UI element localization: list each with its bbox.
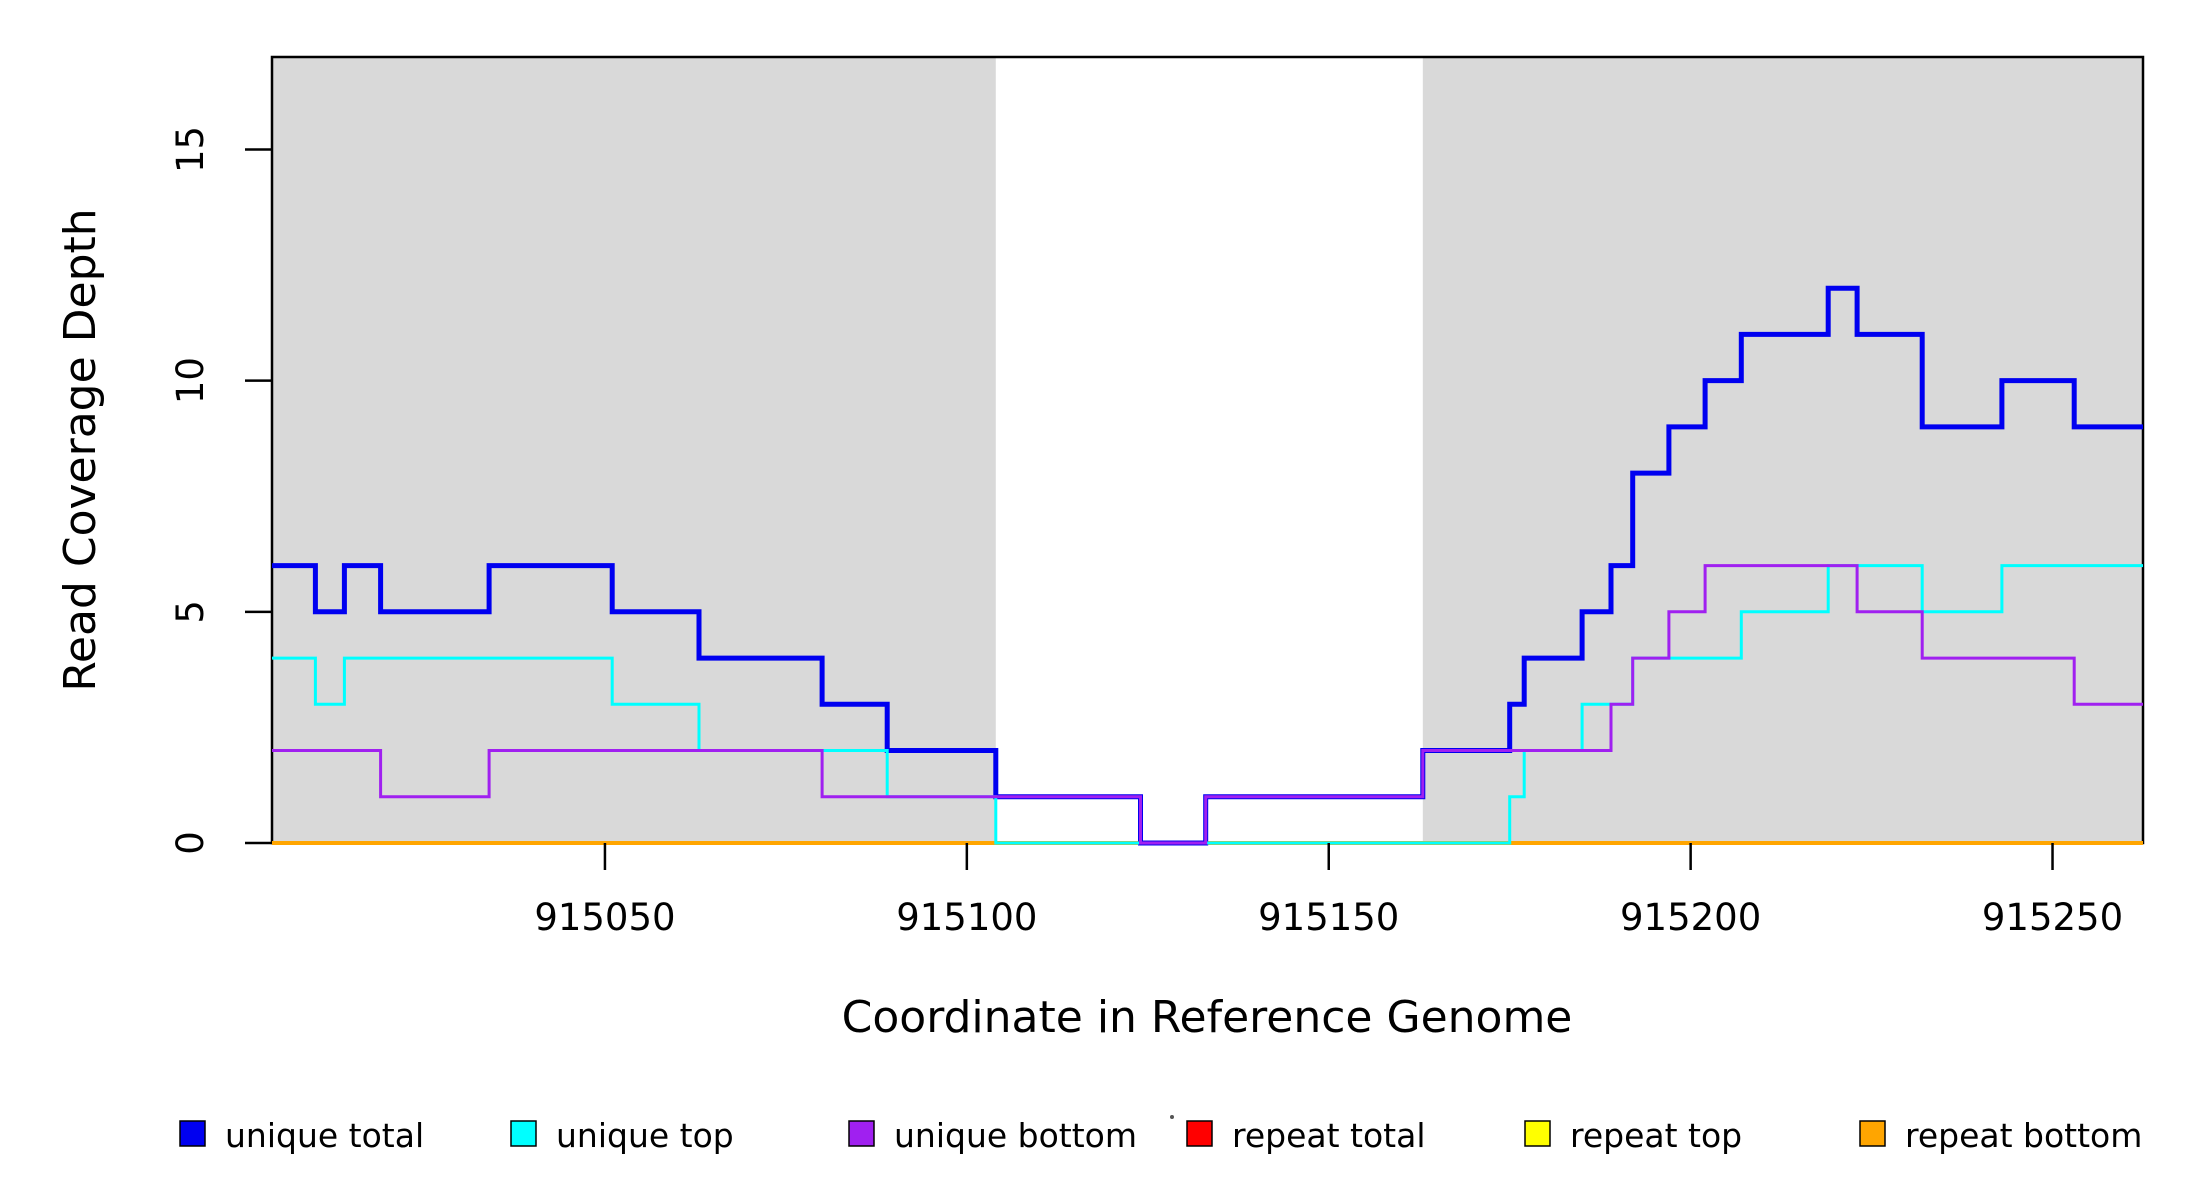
legend-item-unique-total: unique total	[179, 1116, 424, 1155]
legend-item-unique-top: unique top	[510, 1116, 734, 1155]
repeat-total-swatch-icon	[1186, 1120, 1213, 1147]
legend-item-label: repeat top	[1570, 1116, 1742, 1155]
legend-item-label: unique top	[556, 1116, 734, 1155]
legend-item-unique-bottom: unique bottom	[848, 1116, 1137, 1155]
x-tick-label: 915100	[896, 896, 1037, 939]
y-tick-label: 5	[169, 600, 212, 624]
legend-item-repeat-top: repeat top	[1524, 1116, 1742, 1155]
legend-item-label: unique bottom	[894, 1116, 1137, 1155]
legend-item-label: repeat bottom	[1905, 1116, 2142, 1155]
y-tick-label: 0	[169, 831, 212, 855]
unique-bottom-swatch-icon	[848, 1120, 875, 1147]
x-tick-label: 915050	[534, 896, 675, 939]
series-unique-bottom	[272, 564, 2143, 845]
x-tick-label: 915200	[1620, 896, 1761, 939]
legend: unique total unique top unique bottom repea…	[179, 1115, 2142, 1155]
x-axis-title: Coordinate in Reference Genome	[842, 992, 1573, 1043]
x-tick-label: 915150	[1258, 896, 1399, 939]
unique-top-swatch-icon	[510, 1120, 537, 1147]
legend-item-label: repeat total	[1232, 1116, 1426, 1155]
y-tick-label: 10	[169, 357, 212, 404]
legend-item-label: unique total	[225, 1116, 424, 1155]
x-tick-label: 915250	[1982, 896, 2123, 939]
legend-item-repeat-total: repeat total	[1186, 1116, 1426, 1155]
legend-item-repeat-bottom: repeat bottom	[1859, 1116, 2142, 1155]
y-tick-label: 15	[169, 126, 212, 173]
y-axis-title: Read Coverage Depth	[55, 208, 106, 691]
repeat-bottom-swatch-icon	[1859, 1120, 1886, 1147]
shaded-region	[272, 57, 996, 843]
series-unique-total	[272, 285, 2143, 846]
plot-area: 915050 915100 915150 915200 915250 0 5 10 15	[169, 55, 2145, 939]
shaded-region	[1422, 57, 2143, 843]
stray-dot	[1170, 1115, 1174, 1119]
unique-total-swatch-icon	[179, 1120, 206, 1147]
repeat-top-swatch-icon	[1524, 1120, 1551, 1147]
